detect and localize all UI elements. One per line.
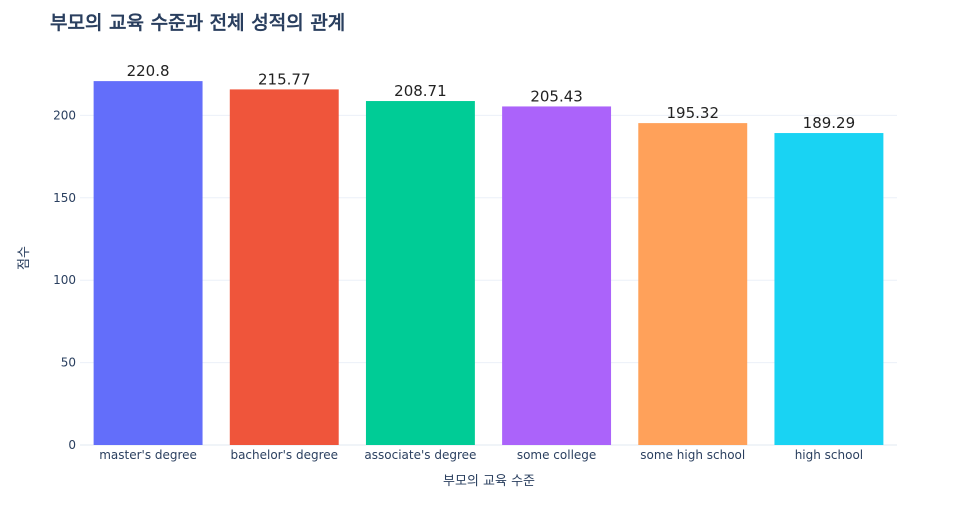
y-axis-title: 점수 <box>17 246 32 270</box>
x-axis-ticks: master's degree bachelor's degree associat… <box>99 448 863 462</box>
chart-title: 부모의 교육 수준과 전체 성적의 관계 <box>50 12 345 34</box>
bar-value-label: 189.29 <box>803 114 856 132</box>
x-tick-label: associate's degree <box>364 448 476 462</box>
y-tick-label: 200 <box>53 108 76 122</box>
y-tick-label: 150 <box>53 191 76 205</box>
bar-value-label: 208.71 <box>394 82 447 100</box>
bar[interactable] <box>774 133 884 445</box>
x-axis-title: 부모의 교육 수준 <box>443 474 535 489</box>
y-tick-label: 100 <box>53 273 76 287</box>
bar[interactable] <box>502 106 612 446</box>
gridlines <box>80 114 897 446</box>
bar-value-label: 195.32 <box>667 104 720 122</box>
y-tick-label: 0 <box>68 438 76 452</box>
x-tick-label: some high school <box>640 448 745 462</box>
bars <box>93 81 884 446</box>
y-axis-ticks: 0 50 100 150 200 <box>53 108 76 452</box>
x-tick-label: some college <box>517 448 596 462</box>
bar[interactable] <box>365 101 475 445</box>
bar-value-label: 205.43 <box>530 87 583 105</box>
bar-value-label: 220.8 <box>127 62 170 80</box>
bar[interactable] <box>229 89 339 445</box>
data-labels: 220.8 215.77 208.71 205.43 195.32 189.29 <box>127 62 856 132</box>
bar[interactable] <box>638 123 748 445</box>
x-tick-label: high school <box>795 448 863 462</box>
x-tick-label: bachelor's degree <box>230 448 338 462</box>
y-tick-label: 50 <box>61 356 76 370</box>
x-tick-label: master's degree <box>99 448 197 462</box>
bar-value-label: 215.77 <box>258 70 311 88</box>
bar[interactable] <box>93 81 203 446</box>
